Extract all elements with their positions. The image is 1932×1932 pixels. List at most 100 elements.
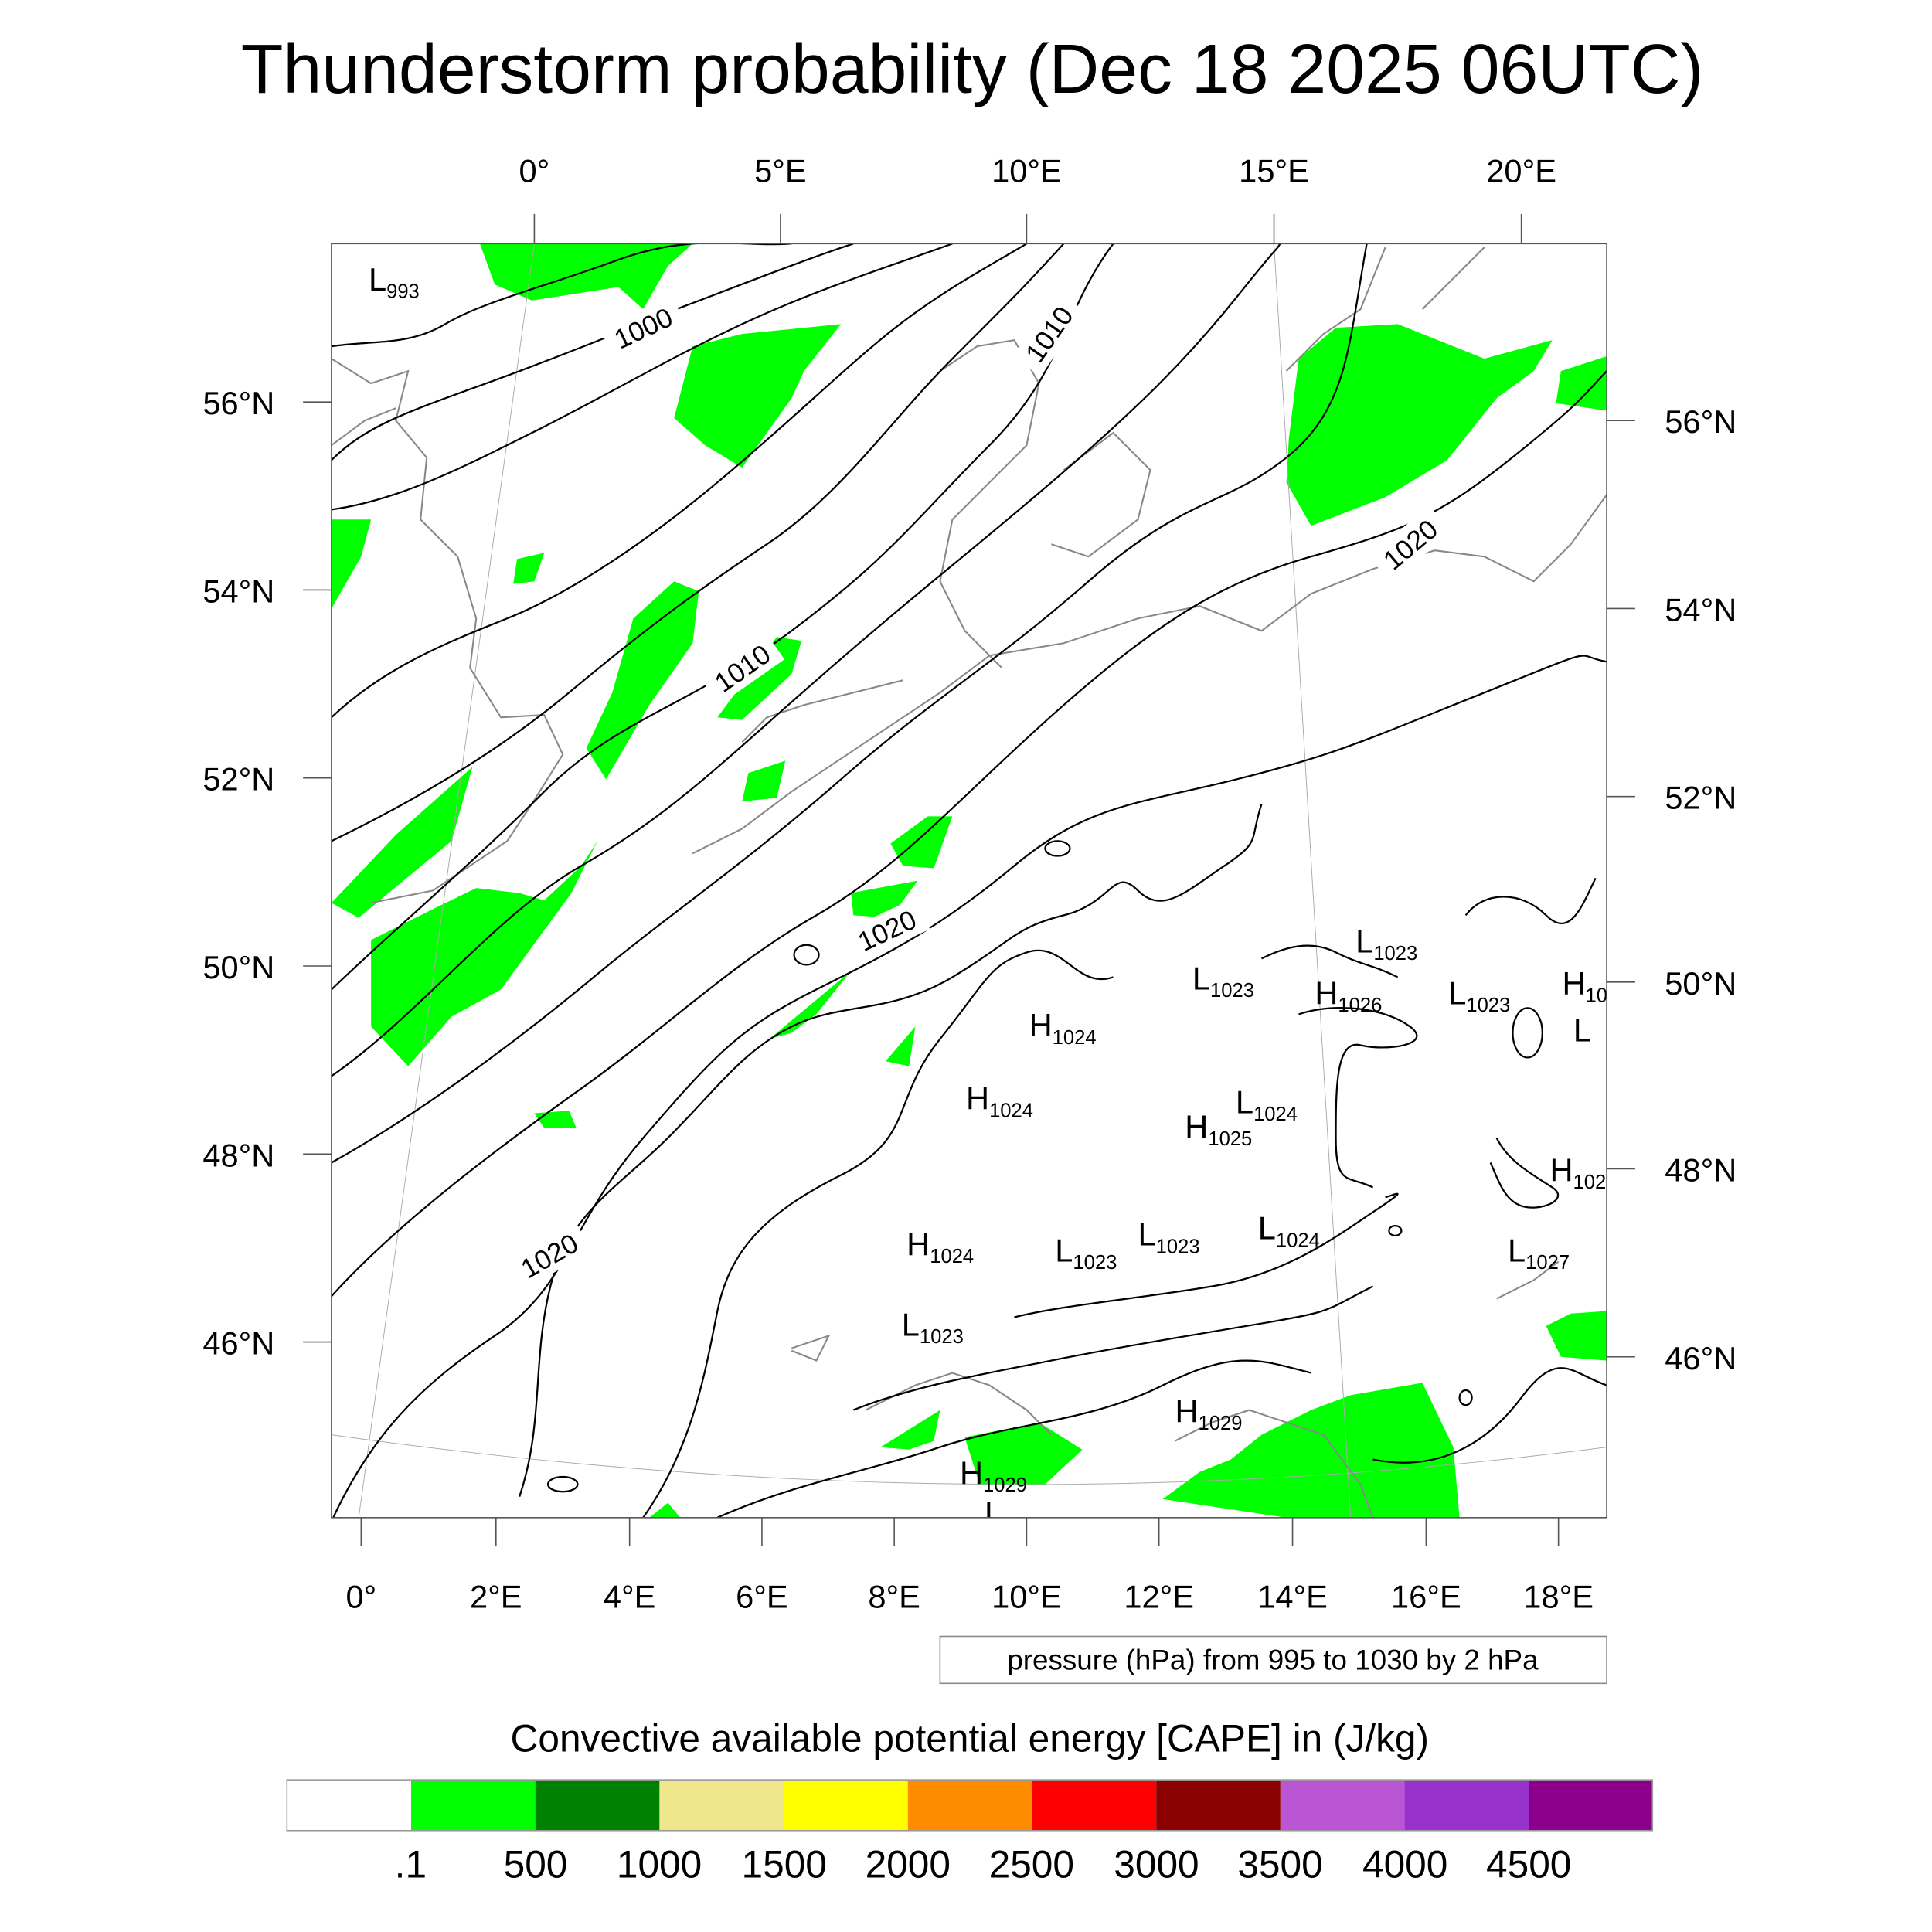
- tick-label: 2°E: [470, 1579, 522, 1615]
- colorbar-label: 1500: [742, 1843, 827, 1886]
- pressure-center: L1024: [1258, 1210, 1320, 1252]
- cape-area: [964, 1422, 1083, 1485]
- colorbar-label: 1000: [617, 1843, 702, 1886]
- colorbar-box: [1404, 1780, 1529, 1831]
- chart-title: Thunderstorm probability (Dec 18 2025 06…: [241, 30, 1704, 107]
- pressure-center: L1027: [985, 1495, 1046, 1536]
- colorbar-label: 2000: [866, 1843, 951, 1886]
- tick-label: 10°E: [992, 152, 1062, 189]
- colorbar-label: 4500: [1486, 1843, 1571, 1886]
- colorbar-box: [907, 1780, 1032, 1831]
- tick-label: 50°N: [1665, 965, 1736, 1002]
- tick-label: 5°E: [754, 152, 807, 189]
- pressure-center: L1023: [1355, 923, 1417, 964]
- colorbar-box: [535, 1780, 660, 1831]
- colorbar-label: 2500: [989, 1843, 1074, 1886]
- colorbar: .1 500 1000 1500 2000 2500 3000 3500 400…: [286, 1779, 1654, 1886]
- cape-area: [331, 519, 372, 609]
- cape-area: [674, 324, 842, 468]
- tick-label: 54°N: [1665, 591, 1736, 628]
- top-lon-axis: 0° 5°E 10°E 15°E 20°E: [519, 152, 1556, 244]
- colorbar-box: [1032, 1780, 1157, 1831]
- colorbar-label: .1: [395, 1843, 427, 1886]
- cape-area: [769, 971, 852, 1039]
- colorbar-box: [784, 1780, 908, 1831]
- cape-area: [880, 1410, 940, 1450]
- pressure-center: H1024: [906, 1226, 974, 1268]
- tick-label: 48°N: [202, 1137, 274, 1173]
- cape-shading: [331, 243, 1607, 1518]
- colorbar-box: [411, 1780, 536, 1831]
- right-lat-axis: 56°N 54°N 52°N 50°N 48°N 46°N: [1607, 403, 1736, 1376]
- tick-label: 8°E: [868, 1579, 920, 1615]
- tick-label: 20°E: [1486, 152, 1556, 189]
- colorbar-box: [1529, 1780, 1653, 1831]
- tick-label: 10°E: [992, 1579, 1062, 1615]
- colorbar-box: [659, 1780, 784, 1831]
- tick-label: 16°E: [1391, 1579, 1461, 1615]
- contour-info-box: pressure (hPa) from 995 to 1030 by 2 hPa: [939, 1635, 1607, 1685]
- pressure-center: H1025: [1185, 1108, 1252, 1150]
- tick-label: 56°N: [1665, 403, 1736, 440]
- tick-label: 0°: [345, 1579, 376, 1615]
- pressure-centers: L993 H1024 H1024 L1023 L1023 H1026 L1023…: [369, 261, 1607, 1536]
- colorbar-label: 500: [504, 1843, 568, 1886]
- colorbar-label: 3000: [1114, 1843, 1199, 1886]
- cape-area: [742, 760, 786, 802]
- pressure-center: L1023: [1138, 1216, 1199, 1258]
- cape-area: [534, 1111, 577, 1128]
- tick-label: 12°E: [1124, 1579, 1194, 1615]
- coastlines: [331, 247, 1607, 1518]
- tick-label: 14°E: [1257, 1579, 1328, 1615]
- tick-label: 15°E: [1239, 152, 1309, 189]
- cape-area: [1546, 1311, 1607, 1361]
- colorbar-label: 3500: [1237, 1843, 1322, 1886]
- cape-area: [890, 816, 953, 869]
- pressure-center: L1023: [902, 1307, 964, 1349]
- map-frame: [331, 243, 1607, 1519]
- colorbar-box: [1156, 1780, 1281, 1831]
- bottom-lon-axis: 0° 2°E 4°E 6°E 8°E 10°E 12°E 14°E 16°E 1…: [345, 1517, 1594, 1615]
- cape-area: [1556, 355, 1607, 411]
- pressure-center: H1029: [1175, 1393, 1242, 1435]
- cape-area: [479, 243, 693, 310]
- tick-label: 46°N: [1665, 1340, 1736, 1376]
- tick-label: 18°E: [1523, 1579, 1594, 1615]
- contour-info-text: pressure (hPa) from 995 to 1030 by 2 hPa: [1007, 1645, 1539, 1676]
- tick-label: 48°N: [1665, 1151, 1736, 1188]
- cape-area: [649, 1502, 681, 1518]
- cape-area: [885, 1026, 916, 1066]
- colorbar-box: [1280, 1780, 1405, 1831]
- pressure-center: L1023: [1055, 1233, 1117, 1274]
- cape-area: [1162, 1383, 1460, 1518]
- pressure-center: H1024: [966, 1080, 1033, 1122]
- cape-area: [586, 581, 699, 780]
- pressure-center: L: [1573, 1012, 1591, 1049]
- pressure-center: L1027: [1508, 1233, 1570, 1274]
- tick-label: 4°E: [604, 1579, 656, 1615]
- tick-label: 46°N: [202, 1325, 274, 1362]
- cape-area: [851, 880, 918, 918]
- tick-label: 52°N: [1665, 780, 1736, 816]
- cape-area: [331, 767, 473, 918]
- pressure-center: L1023: [1448, 975, 1510, 1017]
- pressure-center: H102: [1549, 1151, 1606, 1193]
- left-lat-axis: 56°N 54°N 52°N 50°N 48°N 46°N: [202, 385, 332, 1362]
- colorbar-box: [287, 1780, 412, 1831]
- cape-area: [1286, 324, 1553, 526]
- tick-label: 0°: [519, 152, 550, 189]
- pressure-center: H1024: [1029, 1007, 1097, 1049]
- pressure-center: L1023: [1192, 960, 1254, 1002]
- colorbar-label: 4000: [1362, 1843, 1447, 1886]
- map-area: 1000 1010 1010 1020 1020 1020 L993 H1024…: [331, 243, 1607, 1536]
- pressure-center: H1026: [1315, 975, 1382, 1017]
- tick-label: 54°N: [202, 573, 274, 609]
- pressure-center: H1029: [960, 1455, 1027, 1497]
- isobars: [331, 243, 1607, 1518]
- tick-label: 6°E: [736, 1579, 788, 1615]
- colorbar-title: Convective available potential energy [C…: [511, 1716, 1429, 1760]
- tick-label: 56°N: [202, 385, 274, 421]
- pressure-center: H10: [1562, 965, 1607, 1007]
- cape-area: [513, 553, 545, 584]
